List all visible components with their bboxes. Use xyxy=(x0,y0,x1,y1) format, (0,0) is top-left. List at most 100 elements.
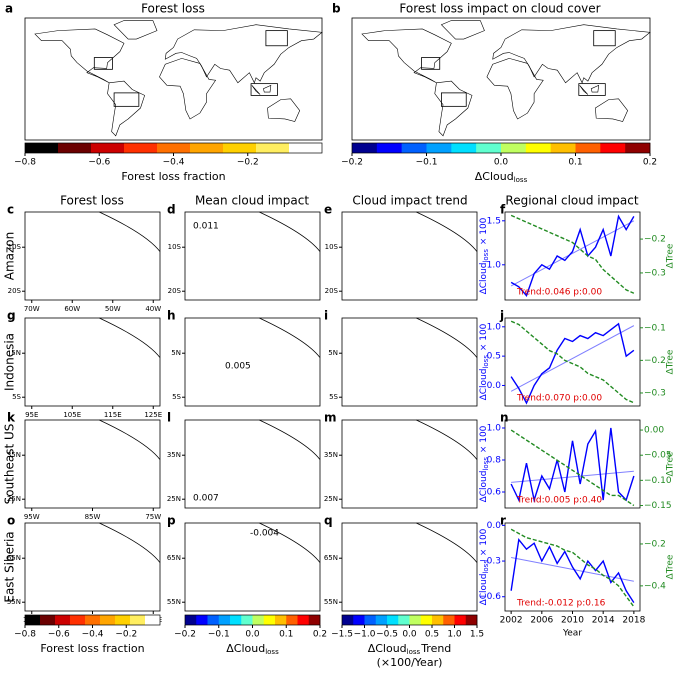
series-line xyxy=(510,214,635,297)
coastline xyxy=(416,522,478,563)
colorbar-tick-label: −0.2 xyxy=(174,630,196,640)
label-suffix: Trend xyxy=(420,642,451,655)
map-tick-label: 10S xyxy=(8,243,22,251)
colorbar-swatch xyxy=(465,615,478,625)
colorbar-swatch xyxy=(55,615,71,625)
x-axis-label: Year xyxy=(562,629,582,639)
map-tick-label: 20S xyxy=(168,287,182,295)
map-tick-label: 105E xyxy=(63,411,81,419)
coastline xyxy=(259,317,321,358)
colorbar-swatch xyxy=(286,615,298,625)
panel-label: a xyxy=(5,2,13,16)
colorbar-swatch xyxy=(252,615,265,625)
y-tick-label: 0.0 xyxy=(487,521,502,531)
colorbar-swatch xyxy=(256,143,290,153)
x-tick-label: 2014 xyxy=(592,616,615,626)
colorbar-tick-label: 0.2 xyxy=(643,158,657,168)
region-box xyxy=(113,92,140,107)
map-tick-label: 5N xyxy=(328,349,338,357)
colorbar-swatch xyxy=(308,615,321,625)
colorbar-swatch xyxy=(297,615,310,625)
colorbar-swatch xyxy=(85,615,101,625)
series-line xyxy=(510,214,635,294)
coastline xyxy=(416,211,478,252)
map-frame xyxy=(24,17,323,141)
region-box xyxy=(250,83,278,96)
region-box xyxy=(440,92,467,107)
colorbar-tick-label: −0.8 xyxy=(14,630,36,640)
coastline xyxy=(107,80,145,137)
map-tick-label: 55N xyxy=(7,598,21,606)
colorbar-swatch xyxy=(476,143,502,153)
colorbar-swatch xyxy=(263,615,276,625)
trend-line xyxy=(510,325,635,392)
colorbar-tick-label: −1.0 xyxy=(354,630,376,640)
map-tick-label: 85W xyxy=(85,513,101,521)
panel-label: l xyxy=(167,411,171,425)
y2-axis-label: ΔTree xyxy=(666,451,676,476)
column-title: Forest loss xyxy=(60,194,124,208)
map-tick-label: 35N xyxy=(167,451,181,459)
column-title: Regional cloud impact xyxy=(505,194,638,208)
colorbar-tick-label: −0.2 xyxy=(237,158,259,168)
coastline xyxy=(486,58,544,120)
panel-label: c xyxy=(7,203,14,217)
map-tick-label: 70W xyxy=(24,305,40,313)
colorbar-swatch xyxy=(58,143,92,153)
colorbar-swatch xyxy=(525,143,551,153)
y-tick-label: 1.0 xyxy=(487,322,502,332)
map-tick-label: 25N xyxy=(167,495,181,503)
row-label: Indonesia xyxy=(3,333,17,391)
colorbar-swatch xyxy=(600,143,626,153)
y2-axis-label: ΔTree xyxy=(666,554,676,579)
label-main: ΔCloud xyxy=(479,574,489,606)
colorbar-tick-label: 0.5 xyxy=(425,630,439,640)
panel-label: q xyxy=(324,514,333,528)
map-tick-label: 20S xyxy=(8,287,22,295)
coastline xyxy=(99,522,161,563)
label-sub: loss xyxy=(482,249,490,263)
row-label: East Siberia xyxy=(3,531,17,602)
colorbar-swatch xyxy=(70,615,86,625)
colorbar-tick-label: 0.1 xyxy=(568,158,582,168)
series-line xyxy=(510,537,635,604)
colorbar-tick-label: 1.5 xyxy=(470,630,484,640)
annotation: 0.007 xyxy=(193,494,219,504)
colorbar-swatch xyxy=(550,143,576,153)
panel-label: g xyxy=(7,309,16,323)
coastline xyxy=(434,80,473,137)
y2-tick-label: −0.4 xyxy=(644,581,666,591)
y-tick-label: 0.5 xyxy=(487,352,501,362)
chart-frame xyxy=(504,211,641,301)
colorbar-swatch xyxy=(451,143,477,153)
map-tick-label: 55N xyxy=(324,598,338,606)
coastline xyxy=(579,85,589,95)
colorbar-tick-label: 0.2 xyxy=(313,630,327,640)
coastline xyxy=(361,28,452,84)
map-tick-label: 35N xyxy=(7,451,21,459)
map-tick-label: 40W xyxy=(145,305,161,313)
label-main: ΔCloud xyxy=(479,263,489,295)
coastline xyxy=(34,28,125,84)
coastline xyxy=(440,20,485,40)
row-label: Southeast US xyxy=(3,424,17,505)
colorbar-tick-label: −0.2 xyxy=(341,158,363,168)
coastline xyxy=(259,522,321,563)
map-tick-label: 10S xyxy=(325,243,339,251)
map-tick-label: 95E xyxy=(25,411,38,419)
colorbar-swatch xyxy=(443,615,455,625)
colorbar-swatch xyxy=(426,143,452,153)
colorbar-swatch xyxy=(575,143,601,153)
map-frame xyxy=(184,211,321,301)
colorbar-swatch xyxy=(289,143,323,153)
panel-label: p xyxy=(167,514,176,528)
y2-tick-label: −0.3 xyxy=(644,388,666,398)
map-tick-label: 5S xyxy=(172,393,181,401)
colorbar-swatch xyxy=(223,143,257,153)
coastline xyxy=(492,24,651,84)
y2-tick-label: −0.2 xyxy=(644,539,666,549)
region-box xyxy=(93,57,113,70)
y2-tick-label: −0.15 xyxy=(644,501,672,511)
label-sub: loss xyxy=(482,560,490,574)
label-suffix: × 100 xyxy=(479,323,489,354)
